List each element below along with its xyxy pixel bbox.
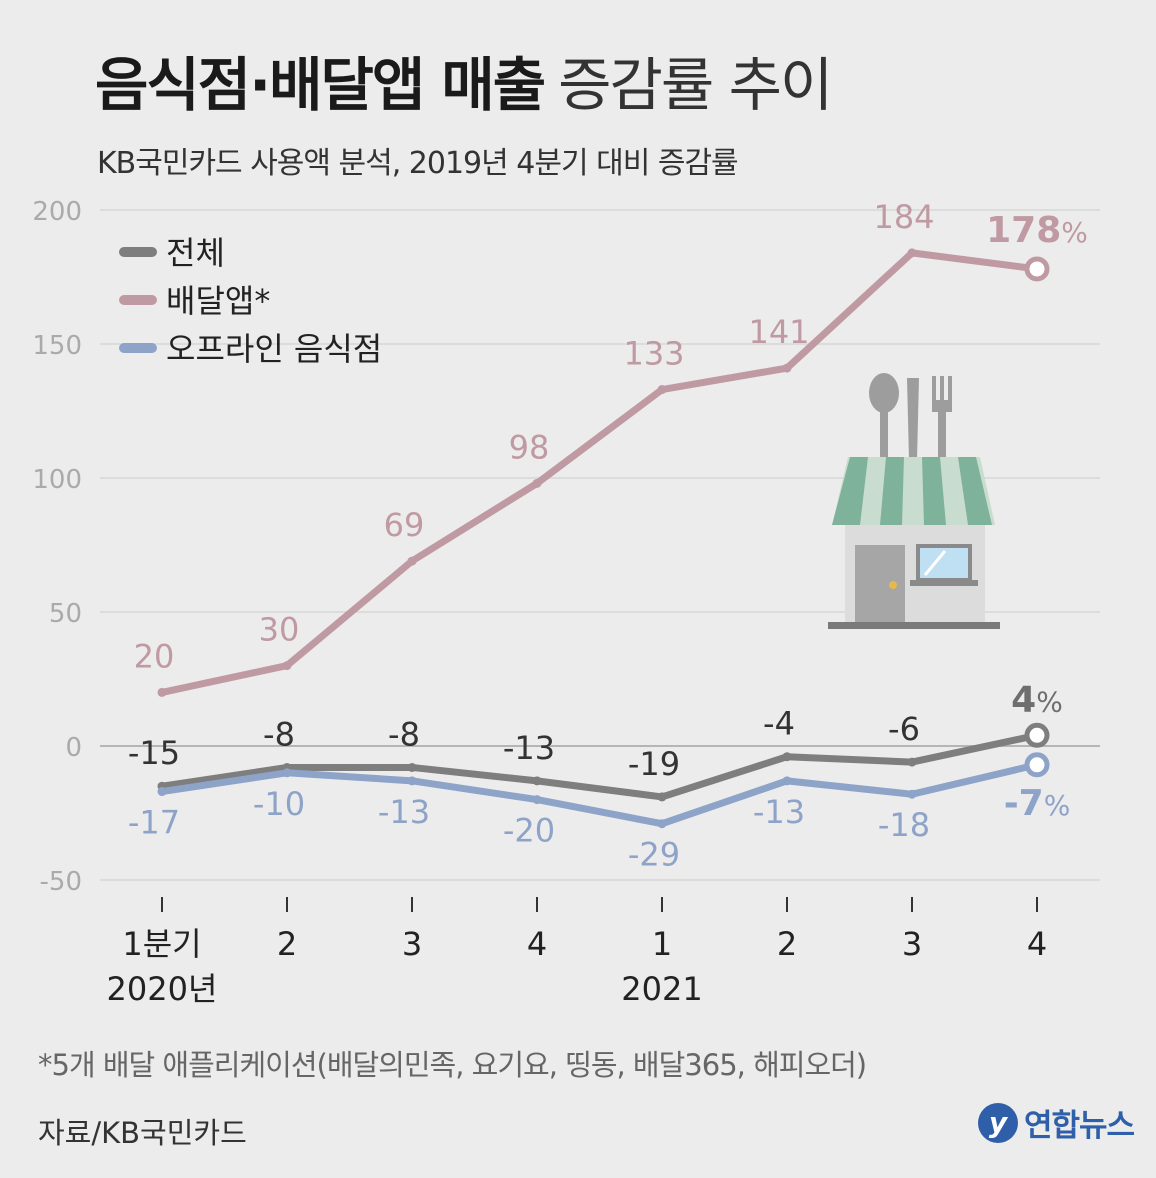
data-point-delivery [282,661,292,671]
legend-label-total: 전체 [166,234,225,272]
data-label-delivery: 178% [986,210,1088,251]
data-label-total: 4% [1011,679,1063,720]
data-label-delivery: 141 [748,313,809,351]
x-tick-label: 3 [402,925,422,963]
data-label-unit: % [1044,789,1071,822]
chart-title: 음식점·배달앱 매출 증감률 추이 [95,38,833,122]
series-line-delivery [158,249,1041,696]
data-point-offline [407,776,417,786]
line-chart: 200 150 100 50 0 -50 1분기 2 3 4 1 2 3 4 2020년 2021 전체배달앱*… [32,197,1100,1008]
yonhap-logo: y 연합뉴스 [978,1100,1135,1145]
data-label-total: -19 [628,745,680,783]
data-point-offline [532,795,542,805]
data-point-delivery [907,248,917,258]
data-label-total: -4 [763,705,795,743]
source-label: 자료/KB국민카드 [38,1116,247,1150]
data-label-delivery: 133 [623,335,684,373]
yonhap-logo-text: 연합뉴스 [1024,1108,1135,1144]
data-label-delivery: 20 [134,637,175,675]
data-point-total [407,762,417,772]
data-label-total: -15 [128,734,180,772]
data-label-delivery: 98 [509,428,550,466]
y-tick-label: 100 [32,465,82,495]
data-label-delivery: 184 [873,198,934,236]
data-label-total: -13 [503,729,555,767]
data-label-offline: -7% [1004,783,1071,824]
yonhap-logo-mark: y [978,1102,1018,1143]
x-tick-label: 1분기 [122,925,201,963]
data-label-offline: -20 [503,812,555,850]
data-point-delivery [1024,256,1050,282]
y-tick-label: -50 [40,867,82,897]
data-label-total: -8 [263,715,295,753]
x-tick-label: 4 [527,925,547,963]
data-point-delivery [782,363,792,373]
data-label-delivery: 30 [259,611,300,649]
footnote: *5개 배달 애플리케이션(배달의민족, 요기요, 띵동, 배달365, 해피오… [38,1048,867,1082]
y-tick-label: 200 [32,197,82,227]
data-label-offline: -17 [128,804,180,842]
data-label-value: 4 [1011,679,1036,720]
x-tick-label: 3 [902,925,922,963]
data-point-total [1024,722,1050,748]
data-label-value: 178 [986,210,1061,251]
data-label-offline: -29 [628,836,680,874]
data-label-offline: -13 [378,793,430,831]
data-point-delivery [407,556,417,566]
data-label-value: -7 [1004,783,1044,824]
x-tick-label: 2 [277,925,297,963]
data-point-offline [282,768,292,778]
x-year-label: 2020년 [107,970,218,1008]
data-point-offline [657,819,667,829]
series-line-offline [158,761,1041,828]
data-point-offline [907,789,917,799]
data-point-delivery [157,687,167,697]
legend-label-delivery: 배달앱* [166,282,270,320]
data-point-total [782,752,792,762]
data-point-offline [1024,752,1050,778]
data-point-delivery [532,478,542,488]
data-label-delivery: 69 [384,506,425,544]
data-point-offline [782,776,792,786]
x-year-label: 2021 [621,970,702,1008]
y-tick-label: 0 [65,733,82,763]
data-point-total [907,757,917,767]
x-tick-label: 1 [652,925,672,963]
data-label-unit: % [1061,216,1088,249]
y-tick-label: 150 [32,331,82,361]
data-label-offline: -10 [253,785,305,823]
data-point-delivery [657,385,667,395]
restaurant-icon [828,373,1000,629]
data-label-total: -8 [388,715,420,753]
chart-subtitle: KB국민카드 사용액 분석, 2019년 4분기 대비 증감률 [97,146,739,181]
data-label-offline: -13 [753,793,805,831]
data-point-total [532,776,542,786]
data-label-unit: % [1036,685,1063,718]
title-light: 증감률 추이 [558,51,833,119]
data-point-total [657,792,667,802]
x-tick-label: 2 [777,925,797,963]
title-bold: 음식점·배달앱 매출 [95,51,546,119]
series-line-total [158,731,1041,801]
data-label-total: -6 [888,710,920,748]
data-label-offline: -18 [878,806,930,844]
legend-label-offline: 오프라인 음식점 [166,330,382,368]
x-tick-label: 4 [1027,925,1047,963]
data-point-offline [157,787,167,797]
y-tick-label: 50 [49,599,82,629]
